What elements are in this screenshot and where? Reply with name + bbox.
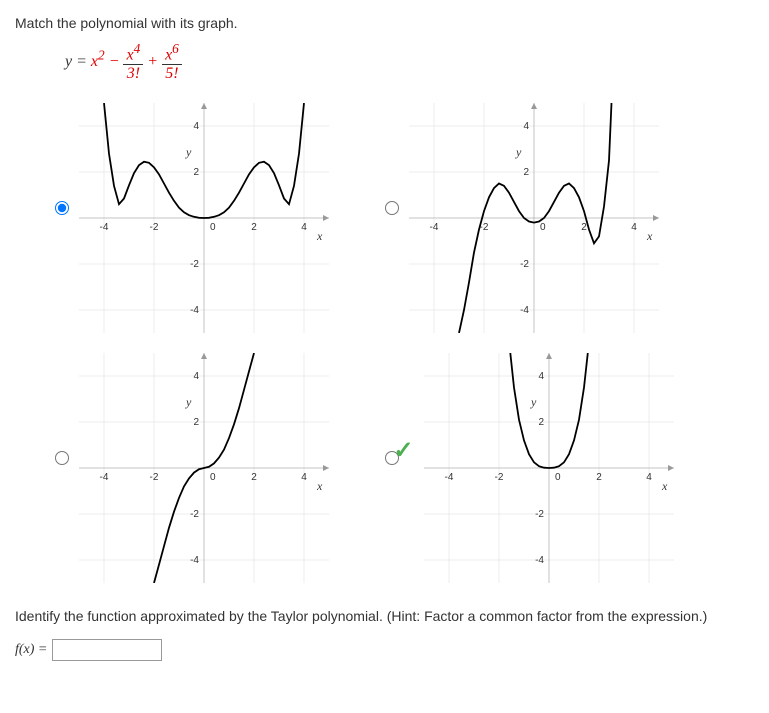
answer-label: f(x) = xyxy=(15,642,47,658)
svg-text:-2: -2 xyxy=(150,222,159,233)
formula-frac1: x43! xyxy=(123,41,143,83)
svg-text:4: 4 xyxy=(301,472,307,483)
svg-text:-2: -2 xyxy=(190,259,199,270)
svg-text:x: x xyxy=(316,479,323,493)
svg-text:4: 4 xyxy=(523,121,529,132)
svg-text:y: y xyxy=(530,395,537,409)
radio-option-1[interactable] xyxy=(385,201,399,215)
svg-text:0: 0 xyxy=(540,222,546,233)
svg-text:-2: -2 xyxy=(150,472,159,483)
chart-cell-3: ✓-4-2024-4-224xy xyxy=(385,353,715,583)
svg-text:-4: -4 xyxy=(429,222,438,233)
chart-c: -4-2024-4-224xy xyxy=(79,353,329,583)
svg-text:-4: -4 xyxy=(190,555,199,566)
svg-text:0: 0 xyxy=(555,472,561,483)
svg-text:2: 2 xyxy=(251,222,257,233)
formula-term1: x2 xyxy=(91,53,105,70)
chart-a: -4-2024-4-224xy xyxy=(79,103,329,333)
svg-text:-4: -4 xyxy=(444,472,453,483)
formula-frac2: x65! xyxy=(162,41,182,83)
svg-text:2: 2 xyxy=(251,472,257,483)
chart-d: -4-2024-4-224xy xyxy=(424,353,674,583)
polynomial-formula: y = x2 − x43! + x65! xyxy=(65,41,754,83)
svg-text:2: 2 xyxy=(523,167,529,178)
radio-option-2[interactable] xyxy=(55,451,69,465)
svg-text:4: 4 xyxy=(193,371,199,382)
svg-text:y: y xyxy=(185,395,192,409)
svg-text:2: 2 xyxy=(596,472,602,483)
answer-row: f(x) = xyxy=(15,639,754,661)
svg-text:x: x xyxy=(316,229,323,243)
answer-input[interactable] xyxy=(52,639,162,661)
formula-prefix: y = xyxy=(65,53,91,70)
svg-text:2: 2 xyxy=(581,222,587,233)
svg-text:4: 4 xyxy=(538,371,544,382)
chart-b: -4-2024-4-224xy xyxy=(409,103,659,333)
svg-text:x: x xyxy=(646,229,653,243)
radio-option-0[interactable] xyxy=(55,201,69,215)
question-prompt: Match the polynomial with its graph. xyxy=(15,15,754,31)
svg-text:4: 4 xyxy=(646,472,652,483)
svg-text:-4: -4 xyxy=(190,305,199,316)
svg-text:4: 4 xyxy=(301,222,307,233)
formula-minus: − xyxy=(105,53,124,70)
formula-plus: + xyxy=(143,53,162,70)
svg-text:-2: -2 xyxy=(494,472,503,483)
svg-text:-4: -4 xyxy=(520,305,529,316)
svg-text:-2: -2 xyxy=(535,509,544,520)
svg-text:-2: -2 xyxy=(520,259,529,270)
svg-text:0: 0 xyxy=(210,222,216,233)
svg-text:-4: -4 xyxy=(100,472,109,483)
chart-cell-2: -4-2024-4-224xy xyxy=(55,353,385,583)
identify-prompt: Identify the function approximated by th… xyxy=(15,608,754,624)
svg-text:4: 4 xyxy=(631,222,637,233)
svg-text:2: 2 xyxy=(538,417,544,428)
chart-cell-1: -4-2024-4-224xy xyxy=(385,103,715,333)
svg-text:2: 2 xyxy=(193,167,199,178)
svg-text:0: 0 xyxy=(210,472,216,483)
charts-grid: -4-2024-4-224xy-4-2024-4-224xy-4-2024-4-… xyxy=(55,103,714,583)
svg-text:x: x xyxy=(661,479,668,493)
svg-text:-4: -4 xyxy=(100,222,109,233)
chart-cell-0: -4-2024-4-224xy xyxy=(55,103,385,333)
checkmark-icon: ✓ xyxy=(394,436,414,465)
svg-text:y: y xyxy=(515,145,522,159)
svg-text:4: 4 xyxy=(193,121,199,132)
svg-text:-2: -2 xyxy=(190,509,199,520)
svg-text:y: y xyxy=(185,145,192,159)
svg-text:-4: -4 xyxy=(535,555,544,566)
svg-text:2: 2 xyxy=(193,417,199,428)
